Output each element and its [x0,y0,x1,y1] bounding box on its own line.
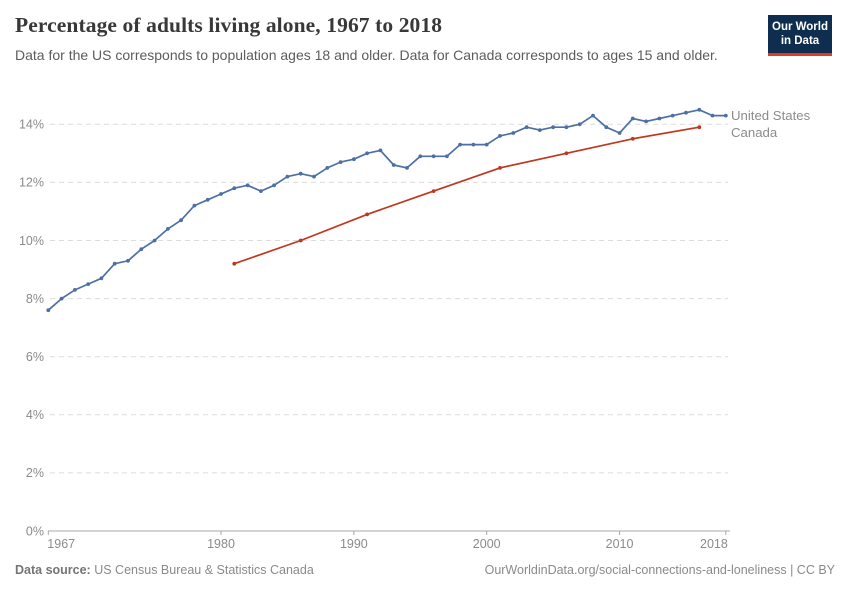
data-point[interactable] [630,136,635,141]
x-tick-label: 1967 [47,537,75,551]
data-point[interactable] [46,308,51,313]
data-point[interactable] [232,186,237,191]
x-tick-label: 2018 [700,537,728,551]
legend-label-canada[interactable]: Canada [731,125,778,140]
x-tick-label: 1980 [207,537,235,551]
data-point[interactable] [697,125,702,130]
y-tick-label: 4% [26,408,44,422]
data-point[interactable] [272,183,276,188]
data-point[interactable] [312,174,316,179]
data-point[interactable] [205,197,210,202]
y-tick-label: 10% [19,234,44,248]
data-point[interactable] [498,134,502,138]
data-point[interactable] [259,189,263,193]
data-point[interactable] [604,125,609,130]
data-point[interactable] [365,151,369,156]
data-point[interactable] [232,261,237,266]
data-point[interactable] [338,160,343,164]
x-tick-label: 2000 [473,537,501,551]
data-point[interactable] [617,131,622,135]
data-point[interactable] [445,154,449,159]
data-point[interactable] [537,128,542,132]
legend-label-united-states[interactable]: United States [731,108,811,123]
x-tick-label: 2010 [606,537,634,551]
data-point[interactable] [152,238,157,243]
series-markers-canada [232,125,702,266]
data-point[interactable] [405,166,409,170]
data-point[interactable] [192,203,197,208]
data-point[interactable] [458,142,462,147]
chart-subtitle: Data for the US corresponds to populatio… [15,47,718,63]
data-point[interactable] [219,192,223,196]
data-point[interactable] [179,218,184,223]
y-tick-label: 0% [26,524,44,538]
data-point[interactable] [697,107,702,112]
data-point[interactable] [298,238,303,243]
data-point[interactable] [511,131,516,135]
data-point[interactable] [418,154,423,159]
data-point[interactable] [710,113,715,118]
data-point[interactable] [245,183,250,188]
data-point[interactable] [498,166,502,170]
data-point[interactable] [564,151,569,156]
data-point[interactable] [657,116,662,121]
data-point[interactable] [630,116,635,121]
page-title: Percentage of adults living alone, 1967 … [15,13,443,37]
data-source-text: US Census Bureau & Statistics Canada [94,563,314,577]
data-point[interactable] [298,171,303,176]
data-point[interactable] [166,227,170,231]
data-point[interactable] [431,154,436,159]
data-point[interactable] [99,276,104,281]
data-point[interactable] [577,122,582,127]
series-markers-united-states [46,107,728,313]
data-point[interactable] [86,282,91,286]
data-point[interactable] [524,125,529,130]
owid-logo-line1: Our World [772,21,829,33]
data-point[interactable] [431,189,436,193]
y-tick-label: 12% [19,176,44,190]
chart-footer: Data source: US Census Bureau & Statisti… [15,563,835,577]
data-point[interactable] [126,258,130,263]
data-point[interactable] [112,261,117,266]
x-tick-label: 1990 [340,537,368,551]
data-point[interactable] [551,125,555,130]
line-chart-canvas[interactable]: 0% 2% 4% 6% 8% 10% 12% 14% 1967 1980 1990 2000 2010 2… [0,95,850,565]
owid-logo-line2: in Data [780,35,820,48]
data-point[interactable] [564,125,569,130]
data-point[interactable] [723,113,728,118]
data-point[interactable] [484,142,489,147]
data-point[interactable] [591,113,595,118]
y-tick-label: 2% [26,466,44,480]
owid-logo[interactable]: Our World in Data [768,15,832,56]
data-point[interactable] [471,142,476,147]
data-source: Data source: US Census Bureau & Statisti… [15,563,314,577]
series-line-united-states[interactable] [47,108,727,312]
data-point[interactable] [684,110,688,115]
series-line-canada[interactable] [233,126,701,265]
credit-line: OurWorldinData.org/social-connections-an… [484,563,835,577]
data-source-label: Data source: [15,563,91,577]
data-point[interactable] [325,166,330,170]
y-tick-label: 6% [26,350,44,364]
data-point[interactable] [73,288,77,292]
data-point[interactable] [352,157,356,162]
data-point[interactable] [139,247,144,252]
data-point[interactable] [59,296,64,301]
data-point[interactable] [285,174,290,179]
data-point[interactable] [670,113,675,118]
data-point[interactable] [378,148,383,153]
y-tick-label: 14% [19,118,44,132]
data-point[interactable] [391,163,396,167]
data-point[interactable] [644,119,648,124]
y-tick-label: 8% [26,292,44,306]
data-point[interactable] [365,212,369,217]
